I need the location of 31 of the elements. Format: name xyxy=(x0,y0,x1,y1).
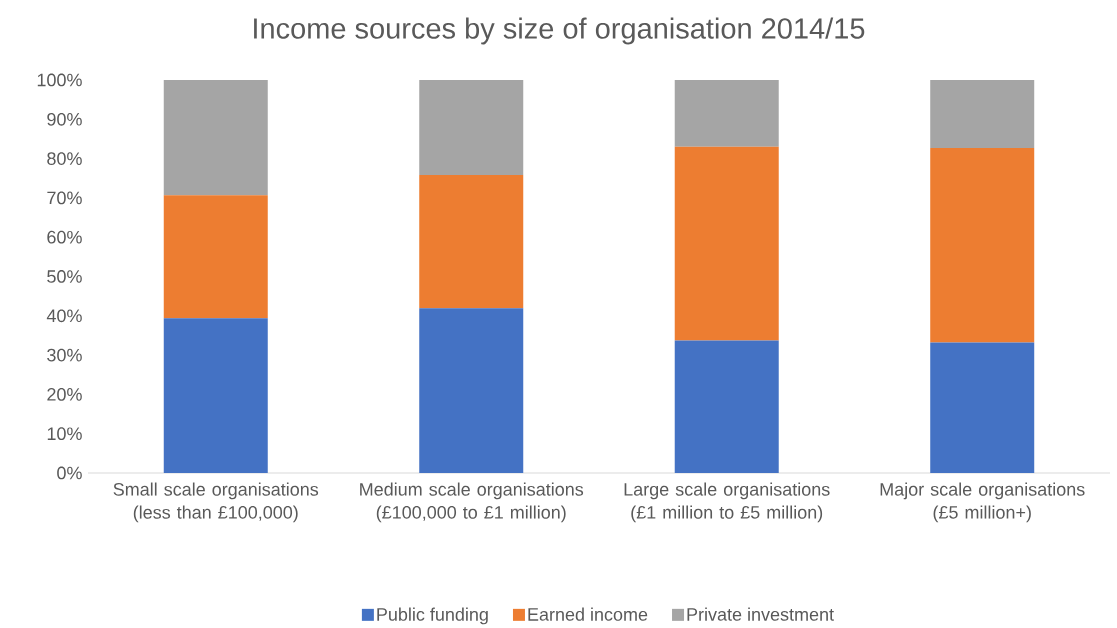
y-tick-label: 60% xyxy=(47,230,82,244)
y-tick-label: 20% xyxy=(47,388,82,401)
y-tick-label: 100% xyxy=(37,73,82,87)
x-tick-label: Small scale organisations (less than £100,000) xyxy=(113,482,319,523)
bar xyxy=(163,318,268,473)
legend-label: Public funding xyxy=(377,607,488,625)
y-tick-label: 70% xyxy=(47,191,82,205)
y-tick-label: 90% xyxy=(47,112,82,126)
x-tick-label: Major scale organisations (£5 million+) xyxy=(880,482,1085,523)
legend-label: Private investment xyxy=(687,607,834,621)
bar xyxy=(419,79,524,176)
y-tick-label: 50% xyxy=(47,270,82,283)
bar xyxy=(163,79,268,196)
bar xyxy=(930,147,1035,343)
y-tick-label: 30% xyxy=(47,348,82,362)
bar xyxy=(930,79,1035,148)
x-tick-label: Large scale organisations (£1 million to £5 million) xyxy=(624,482,830,523)
bar xyxy=(930,342,1035,473)
y-tick-label: 80% xyxy=(47,152,82,165)
y-tick-label: 0% xyxy=(57,466,82,480)
x-tick-label: Medium scale organisations (£100,000 to £1 million) xyxy=(360,482,584,523)
bar xyxy=(674,146,779,341)
y-tick-label: 10% xyxy=(47,427,82,441)
bar xyxy=(419,175,524,309)
bar xyxy=(419,308,524,473)
bar xyxy=(674,340,779,473)
bar xyxy=(163,195,268,319)
bar xyxy=(674,79,779,147)
y-tick-label: 40% xyxy=(46,309,82,323)
chart-title: Income sources by size of organisation 2014/15 xyxy=(254,17,865,45)
legend-label: Earned income xyxy=(528,607,648,621)
